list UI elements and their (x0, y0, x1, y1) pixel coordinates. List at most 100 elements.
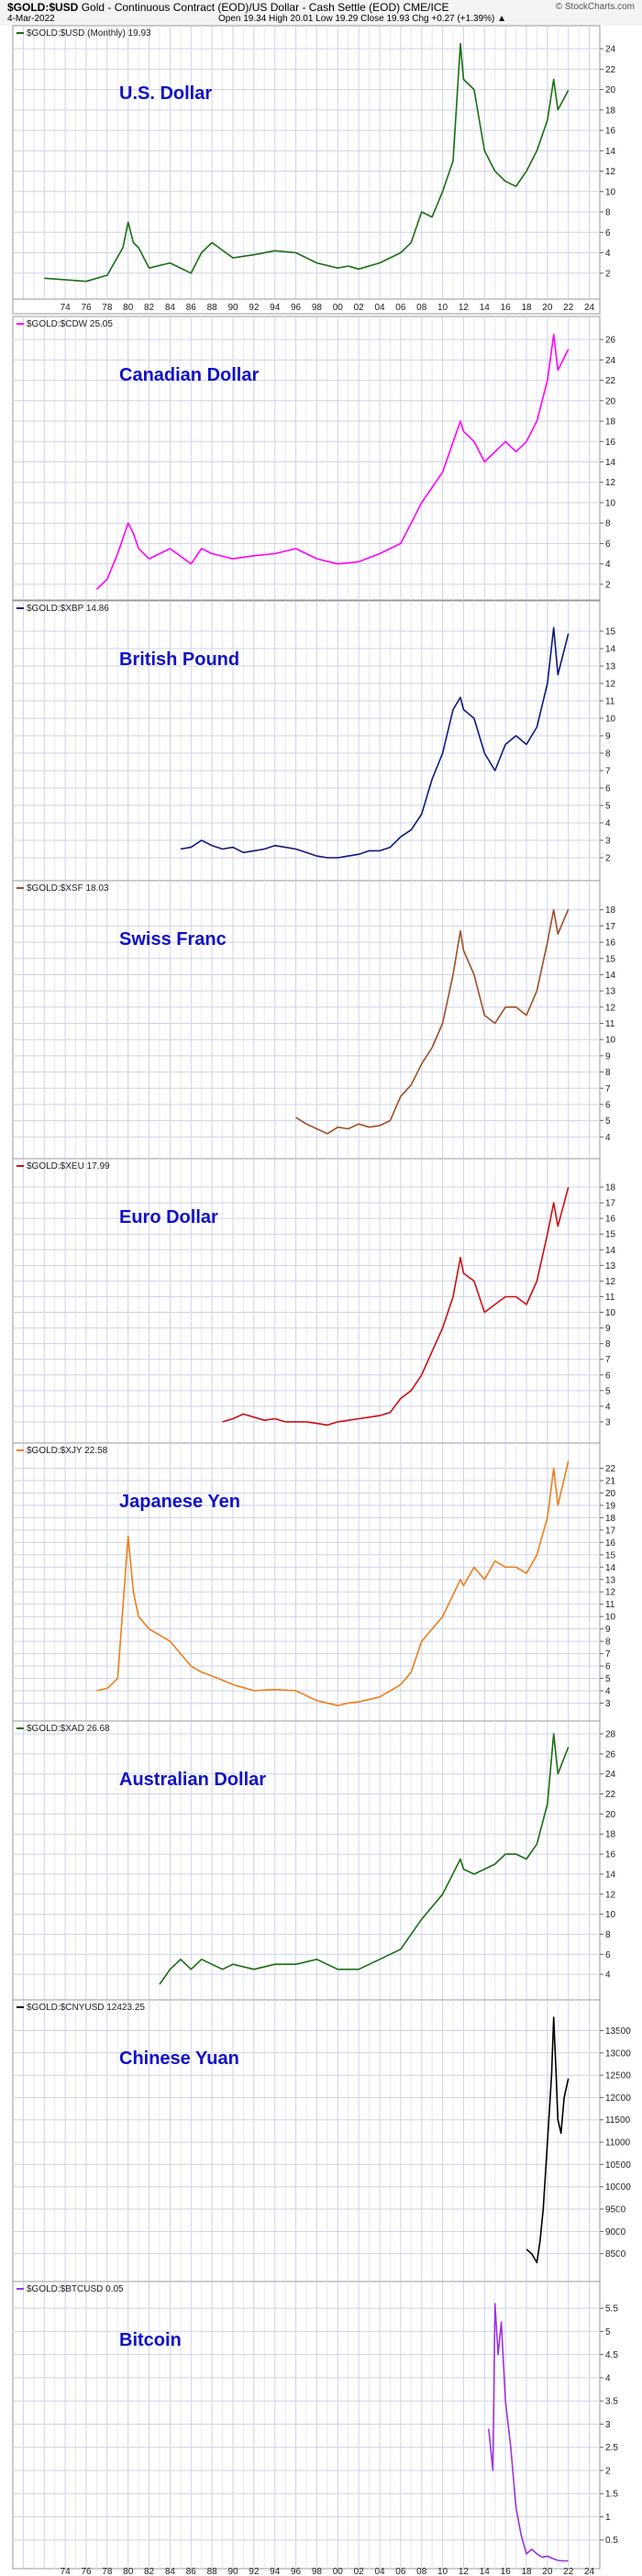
x-tick-label: 00 (333, 303, 344, 313)
y-tick-label: 13 (605, 662, 616, 672)
header-exchange: CME/ICE (403, 1, 449, 14)
header-ohlc: Open 19.34 High 20.01 Low 19.29 Close 19… (218, 14, 506, 24)
y-tick-label: 12 (605, 167, 616, 177)
y-tick-label: 15 (605, 1230, 616, 1240)
y-tick-label: 11 (605, 1019, 615, 1029)
series-line (295, 908, 570, 1135)
y-tick-label: 14 (605, 645, 616, 655)
y-tick-label: 14 (605, 1870, 616, 1880)
y-tick-label: 11500 (605, 2115, 631, 2126)
y-tick-label: 22 (605, 376, 616, 386)
header-description: Gold - Continuous Contract (EOD)/US Doll… (81, 1, 401, 14)
x-tick-label: 88 (207, 2567, 218, 2576)
y-tick-label: 6 (605, 1662, 611, 1672)
y-tick-label: 9500 (605, 2205, 626, 2215)
y-tick-label: 8 (605, 208, 611, 218)
y-tick-label: 26 (605, 336, 616, 346)
y-tick-label: 2 (605, 854, 611, 864)
x-tick-label: 16 (501, 303, 512, 313)
y-tick-label: 16 (605, 1538, 616, 1549)
series-line (44, 42, 570, 283)
y-tick-label: 7 (605, 767, 611, 777)
panel-title: U.S. Dollar (119, 83, 212, 104)
y-tick-label: 0.5 (605, 2536, 618, 2546)
chart-panel: 4 6 8 10 12 14 16 18 20 22 24 26 28 $GOLD:$XAD 26.68 A… (12, 1720, 616, 2001)
panel-label: $GOLD:$CNYUSD 12423.25 (27, 2003, 145, 2013)
series-line (180, 627, 570, 859)
y-tick-label: 19 (605, 1501, 616, 1511)
y-tick-label: 9 (605, 1051, 611, 1061)
y-tick-label: 28 (605, 1730, 616, 1740)
y-tick-label: 8 (605, 1930, 611, 1940)
x-tick-label: 82 (144, 2567, 155, 2576)
y-tick-label: 18 (605, 1514, 616, 1524)
y-tick-label: 6 (605, 228, 611, 239)
y-tick-label: 5 (605, 1116, 611, 1127)
y-tick-label: 10 (605, 715, 616, 725)
y-tick-label: 2 (605, 269, 611, 279)
panel-label: $GOLD:$USD (Monthly) 19.93 (27, 28, 151, 39)
x-tick-label: 86 (186, 2567, 197, 2576)
y-tick-label: 10500 (605, 2160, 631, 2171)
x-tick-label: 14 (480, 2567, 491, 2576)
y-tick-label: 6 (605, 1100, 611, 1110)
y-tick-label: 13000 (605, 2049, 631, 2059)
y-tick-label: 18 (605, 905, 616, 916)
x-tick-label: 94 (270, 303, 281, 313)
y-tick-label: 10 (605, 187, 616, 197)
series-line (222, 1186, 570, 1427)
y-tick-label: 20 (605, 1810, 616, 1820)
y-tick-label: 16 (605, 127, 616, 137)
series-line (488, 2303, 569, 2562)
y-tick-label: 20 (605, 396, 616, 406)
y-tick-label: 8 (605, 1339, 611, 1349)
y-tick-label: 4 (605, 1971, 611, 1981)
panel-label: $GOLD:$XJY 22.58 (27, 1446, 108, 1456)
x-tick-label: 12 (459, 2567, 470, 2576)
panel-title: Chinese Yuan (119, 2049, 239, 2069)
y-tick-label: 14 (605, 1246, 616, 1256)
y-tick-label: 13 (605, 1261, 616, 1271)
y-tick-label: 21 (605, 1476, 616, 1486)
x-tick-label: 90 (227, 303, 238, 313)
y-tick-label: 12500 (605, 2071, 631, 2082)
x-tick-label: 18 (521, 303, 532, 313)
y-tick-label: 8 (605, 1638, 611, 1648)
x-tick-label: 98 (312, 2567, 323, 2576)
y-tick-label: 4 (605, 249, 611, 259)
y-tick-label: 12 (605, 1277, 616, 1287)
chart-panel: 8500 9000 9500 10000 10500 11000 11500 12000 125… (12, 1999, 631, 2282)
x-axis-strip (12, 298, 601, 315)
chart-panel: 0.5 1 1.5 2 2.5 3 3.5 4 4.5 5 5.5 $GOLD:$BTCUSD 0.0… (12, 2281, 618, 2570)
y-tick-label: 3.5 (605, 2397, 618, 2407)
y-tick-label: 4 (605, 1402, 611, 1412)
y-tick-label: 5 (605, 802, 611, 812)
y-tick-label: 9 (605, 1625, 611, 1635)
x-tick-label: 02 (354, 2567, 365, 2576)
chart-panel: 3 4 5 6 7 8 9 10 11 12 13 14 15 16 17 18 $GOLD:$XEU 17.9… (12, 1158, 616, 1444)
y-tick-label: 12 (605, 1588, 616, 1598)
y-tick-label: 12 (605, 680, 616, 690)
panel-title: Bitcoin (119, 2330, 182, 2350)
y-tick-label: 8 (605, 1068, 611, 1078)
y-tick-label: 17 (605, 1199, 616, 1209)
y-tick-label: 9 (605, 732, 611, 742)
panel-title: Japanese Yen (119, 1492, 240, 1512)
y-tick-label: 16 (605, 938, 616, 949)
y-tick-label: 8500 (605, 2249, 626, 2260)
series-line (95, 333, 570, 590)
x-tick-label: 86 (186, 303, 197, 313)
y-tick-label: 6 (605, 1950, 611, 1960)
series-line (159, 1733, 570, 1985)
x-tick-label: 20 (542, 303, 553, 313)
y-tick-label: 17 (605, 922, 616, 932)
x-tick-label: 06 (395, 303, 406, 313)
y-tick-label: 5 (605, 1386, 611, 1396)
y-tick-label: 4 (605, 2373, 611, 2383)
x-tick-label: 12 (459, 303, 470, 313)
y-tick-label: 12 (605, 1890, 616, 1900)
series-line (96, 1460, 570, 1706)
y-tick-label: 24 (605, 45, 616, 55)
